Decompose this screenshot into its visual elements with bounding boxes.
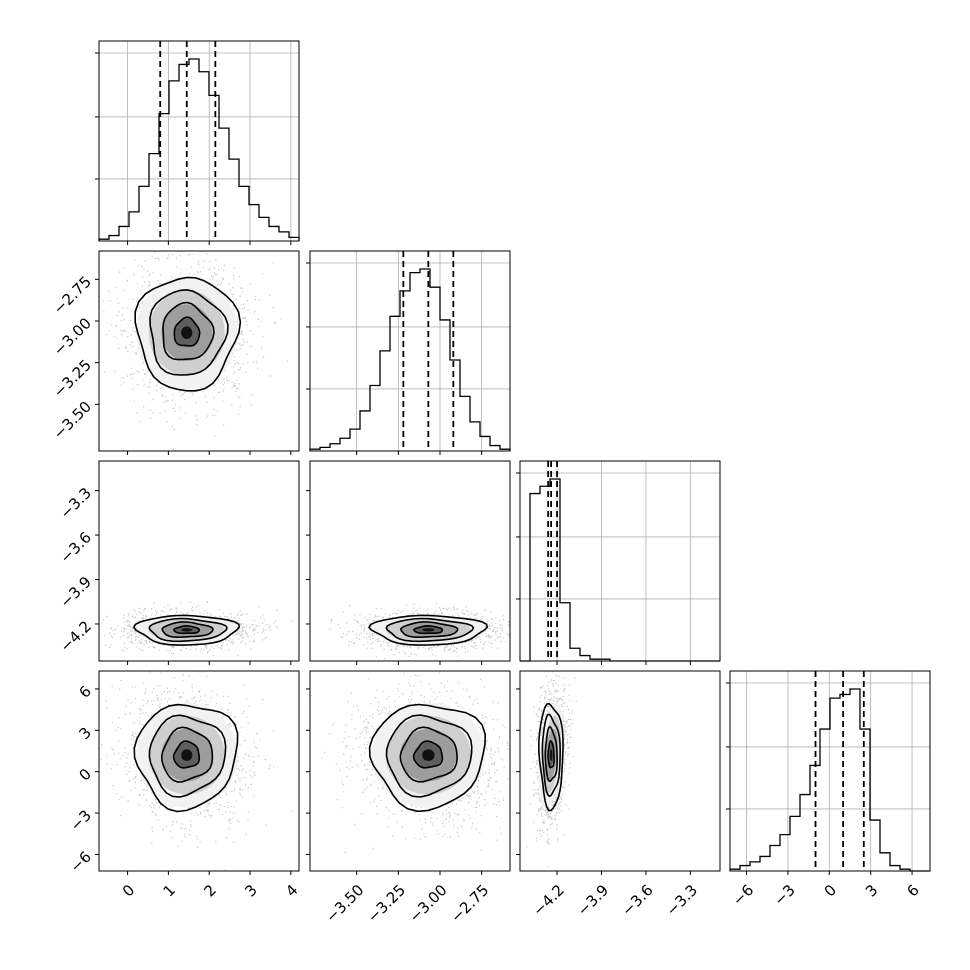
y-tick-label-1-3: −2.75 [50, 273, 95, 318]
joint-panel-2-0 [95, 460, 300, 665]
contour-line-3 [368, 614, 489, 646]
hist-panel-2 [516, 460, 721, 665]
density-peak [422, 628, 435, 632]
panel-frame [729, 670, 931, 872]
y-tick-label-1-2: −3.00 [50, 314, 95, 359]
panel-frame [98, 250, 300, 452]
y-tick-label-1-0: −3.50 [50, 398, 95, 443]
density-peak [422, 749, 435, 761]
density-peak [181, 326, 193, 339]
y-tick-label-3-1: −3 [67, 806, 95, 834]
contour-line-2 [541, 713, 562, 798]
x-tick-label-0-2: 2 [200, 881, 219, 900]
panel-bg [520, 461, 720, 661]
y-tick-label-2-3: −3.3 [57, 484, 95, 522]
joint-panel-3-1 [306, 670, 511, 875]
histogram-steps [309, 268, 511, 451]
contour-line-2 [148, 617, 228, 643]
x-tick-label-1-1: −3.25 [364, 881, 409, 926]
contour-line-1 [161, 621, 214, 639]
y-tick-label-2-1: −3.9 [57, 573, 95, 611]
y-tick-label-3-4: 6 [76, 682, 95, 701]
y-tick-label-2-0: −4.2 [57, 617, 95, 655]
contour-line-0 [173, 316, 201, 347]
x-tick-label-1-0: −3.50 [322, 881, 367, 926]
panel-frame [309, 670, 511, 872]
contour-line-3 [133, 703, 239, 813]
histogram-steps [98, 58, 300, 241]
y-tick-label-3-0: −6 [67, 848, 95, 876]
contour-line-1 [162, 301, 215, 361]
x-tick-label-2-3: −3.3 [663, 881, 701, 919]
contour-line-0 [412, 624, 444, 635]
panel-bg [99, 41, 299, 241]
panel-frame [309, 460, 511, 662]
contour-line-0 [412, 740, 444, 769]
x-tick-label-1-3: −2.75 [447, 881, 492, 926]
panel-frame [98, 460, 300, 662]
contour-line-2 [385, 714, 473, 798]
contour-line-0 [172, 740, 201, 769]
panel-frame [309, 250, 511, 452]
x-tick-label-0-0: 0 [119, 881, 138, 900]
density-peak [549, 749, 553, 761]
contour-line-3 [134, 276, 242, 392]
x-tick-label-3-4: 6 [903, 881, 922, 900]
x-tick-label-3-1: −3 [770, 881, 798, 909]
x-tick-label-2-1: −3.9 [574, 881, 612, 919]
x-tick-label-0-4: 4 [282, 881, 301, 900]
contour-line-1 [544, 725, 558, 783]
x-tick-label-2-0: −4.2 [529, 881, 567, 919]
histogram-steps [729, 688, 930, 872]
x-tick-label-3-0: −6 [729, 881, 757, 909]
contour-line-0 [547, 740, 555, 769]
hist-panel-0 [95, 40, 300, 245]
y-tick-label-3-3: 3 [76, 724, 95, 743]
joint-content [103, 251, 288, 450]
x-tick-label-3-2: 0 [821, 881, 840, 900]
y-tick-label-1-1: −3.25 [50, 356, 95, 401]
joint-panel-1-0 [95, 250, 300, 455]
contour-line-2 [148, 714, 227, 798]
contour-line-3 [368, 703, 487, 813]
joint-content [526, 671, 577, 871]
joint-content [100, 671, 293, 871]
joint-content [99, 601, 293, 657]
x-tick-label-3-3: 3 [862, 881, 881, 900]
joint-panel-2-1 [306, 460, 511, 665]
y-tick-label-3-2: 0 [76, 765, 95, 784]
joint-panel-3-2 [516, 670, 721, 875]
contour-line-1 [400, 621, 459, 639]
x-tick-label-0-3: 3 [241, 881, 260, 900]
scatter-points [329, 602, 510, 661]
contour-line-0 [173, 624, 201, 635]
panel-frame [519, 460, 721, 662]
panel-frame [519, 670, 721, 872]
density-peak [181, 628, 193, 632]
contour-line-2 [149, 288, 229, 376]
joint-content [329, 602, 510, 661]
hist-panel-1 [306, 250, 511, 455]
hist-panel-3 [726, 670, 931, 875]
contour-line-1 [399, 726, 458, 783]
contour-line-3 [537, 702, 564, 812]
panel-frame [98, 40, 300, 242]
contour-line-2 [385, 617, 475, 643]
y-tick-label-2-2: −3.6 [57, 528, 95, 566]
joint-panel-3-0 [95, 670, 300, 875]
joint-content [310, 672, 509, 854]
x-tick-label-2-2: −3.6 [618, 881, 656, 919]
contour-line-1 [160, 726, 214, 783]
x-tick-label-0-1: 1 [160, 881, 179, 900]
x-tick-label-1-2: −3.00 [406, 881, 451, 926]
contour-line-3 [132, 614, 241, 646]
density-peak [181, 749, 193, 761]
panel-frame [98, 670, 300, 872]
